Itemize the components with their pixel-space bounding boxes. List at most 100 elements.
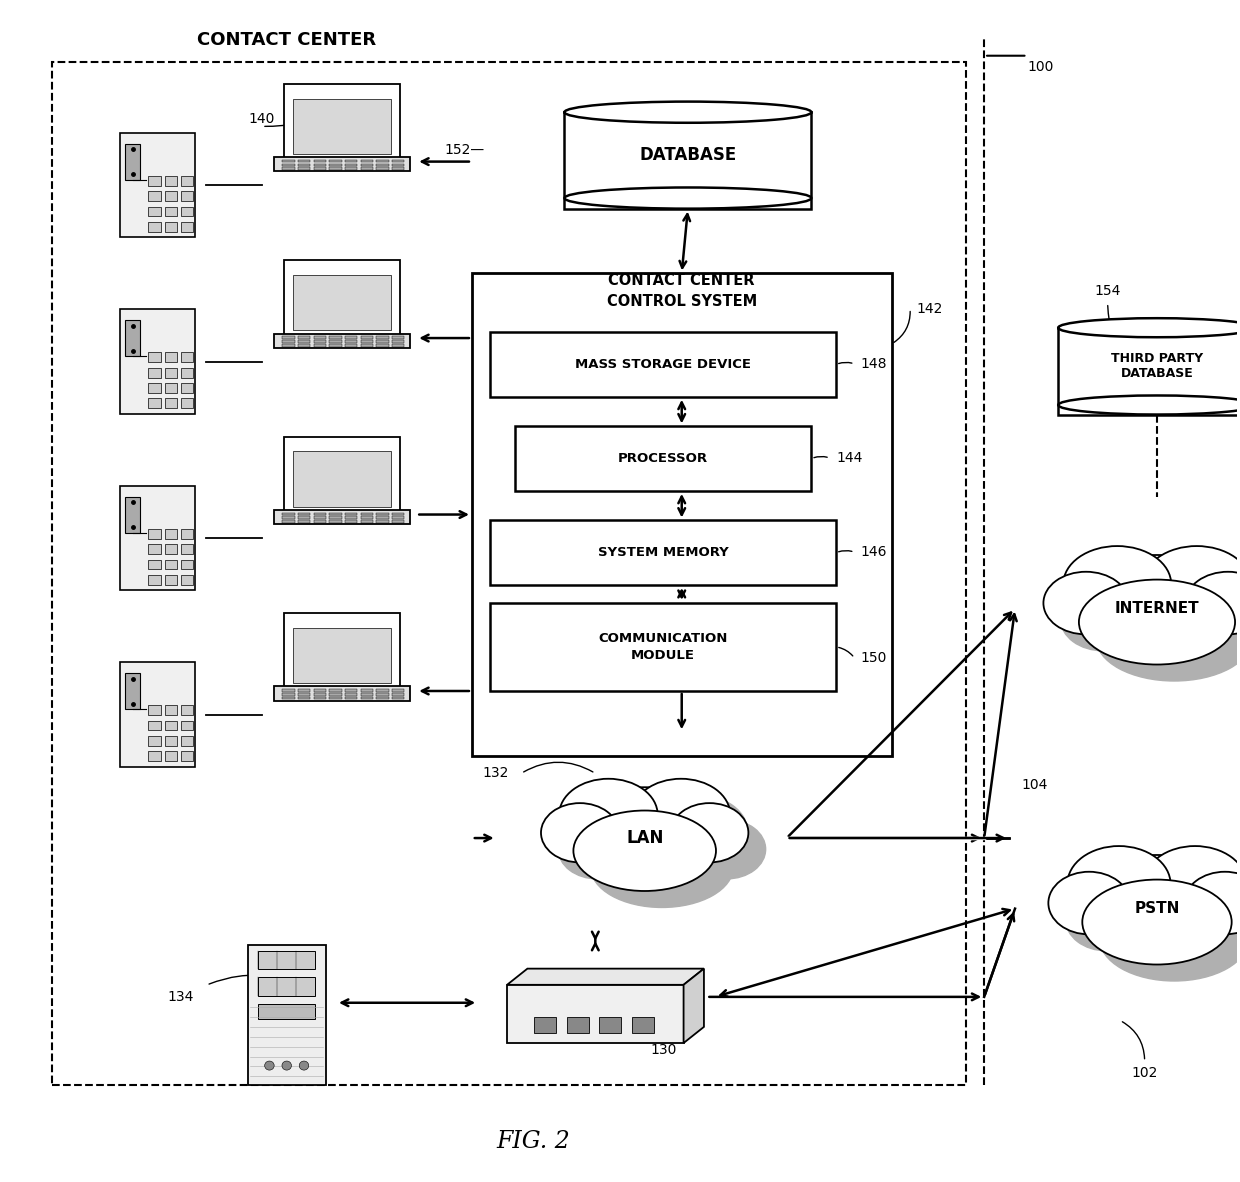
Ellipse shape (631, 779, 730, 851)
Bar (298, 520, 310, 522)
Polygon shape (507, 985, 683, 1043)
Bar (149, 706, 161, 715)
Text: 132: 132 (482, 766, 508, 780)
Bar (392, 517, 404, 519)
Bar (283, 336, 295, 339)
Bar (361, 693, 373, 695)
Text: PSTN: PSTN (1135, 901, 1179, 916)
Circle shape (264, 1061, 274, 1070)
Bar (330, 160, 341, 162)
Bar (330, 168, 341, 170)
Bar (330, 336, 341, 339)
Bar (361, 513, 373, 515)
Ellipse shape (1068, 846, 1171, 922)
Bar (490, 332, 836, 397)
Bar (314, 513, 326, 515)
Bar (52, 61, 966, 1085)
Bar (377, 168, 388, 170)
Ellipse shape (590, 827, 733, 908)
Bar (119, 486, 195, 590)
Bar (361, 689, 373, 691)
Ellipse shape (580, 787, 709, 872)
Bar (298, 168, 310, 170)
Ellipse shape (1096, 596, 1240, 681)
Bar (515, 427, 811, 491)
Bar (298, 517, 310, 519)
Ellipse shape (1043, 572, 1128, 635)
Bar (330, 689, 341, 691)
Bar (165, 383, 177, 392)
Bar (149, 383, 161, 392)
Bar (149, 207, 161, 216)
Bar (314, 517, 326, 519)
Bar (248, 944, 326, 1085)
Bar (284, 260, 401, 335)
Bar (283, 689, 295, 691)
Text: 150: 150 (861, 651, 887, 665)
Bar (345, 697, 357, 700)
Ellipse shape (1104, 571, 1240, 661)
Bar (165, 528, 177, 539)
Bar (345, 344, 357, 346)
Text: SYSTEM MEMORY: SYSTEM MEMORY (598, 546, 729, 559)
Ellipse shape (1143, 846, 1240, 922)
Text: 130: 130 (651, 1043, 677, 1057)
Bar (181, 222, 193, 232)
Bar (298, 513, 310, 515)
Bar (149, 574, 161, 585)
Ellipse shape (1079, 579, 1235, 664)
Bar (298, 697, 310, 700)
Ellipse shape (1065, 888, 1147, 950)
Bar (149, 368, 161, 377)
Bar (314, 689, 326, 691)
Bar (377, 340, 388, 343)
Ellipse shape (649, 795, 748, 868)
Bar (181, 528, 193, 539)
Bar (298, 336, 310, 339)
Bar (490, 520, 836, 585)
Bar (293, 452, 392, 507)
Ellipse shape (1100, 896, 1240, 981)
Bar (345, 163, 357, 167)
Bar (345, 517, 357, 519)
Bar (181, 706, 193, 715)
Bar (377, 693, 388, 695)
Bar (330, 520, 341, 522)
Ellipse shape (1184, 872, 1240, 934)
Bar (181, 368, 193, 377)
Ellipse shape (1089, 855, 1225, 944)
Text: THIRD PARTY
DATABASE: THIRD PARTY DATABASE (1111, 352, 1203, 381)
Bar (181, 544, 193, 554)
Bar (274, 157, 410, 171)
Bar (181, 352, 193, 362)
Bar (377, 517, 388, 519)
Bar (283, 517, 295, 519)
Bar (314, 520, 326, 522)
Bar (298, 689, 310, 691)
Bar (293, 98, 392, 154)
Bar (361, 336, 373, 339)
Bar (165, 706, 177, 715)
Bar (314, 693, 326, 695)
Bar (283, 168, 295, 170)
Bar (258, 978, 315, 995)
Bar (258, 952, 315, 969)
Bar (298, 160, 310, 162)
Bar (345, 160, 357, 162)
Bar (345, 336, 357, 339)
Bar (165, 222, 177, 232)
Bar (181, 383, 193, 392)
Bar (165, 736, 177, 746)
Ellipse shape (541, 803, 619, 863)
Ellipse shape (559, 779, 657, 851)
Bar (149, 544, 161, 554)
Bar (119, 132, 195, 238)
Bar (345, 168, 357, 170)
Bar (345, 693, 357, 695)
Bar (119, 310, 195, 414)
Bar (330, 163, 341, 167)
Ellipse shape (1080, 563, 1188, 638)
Text: 146: 146 (861, 545, 887, 559)
Bar (125, 320, 140, 356)
Bar (149, 352, 161, 362)
